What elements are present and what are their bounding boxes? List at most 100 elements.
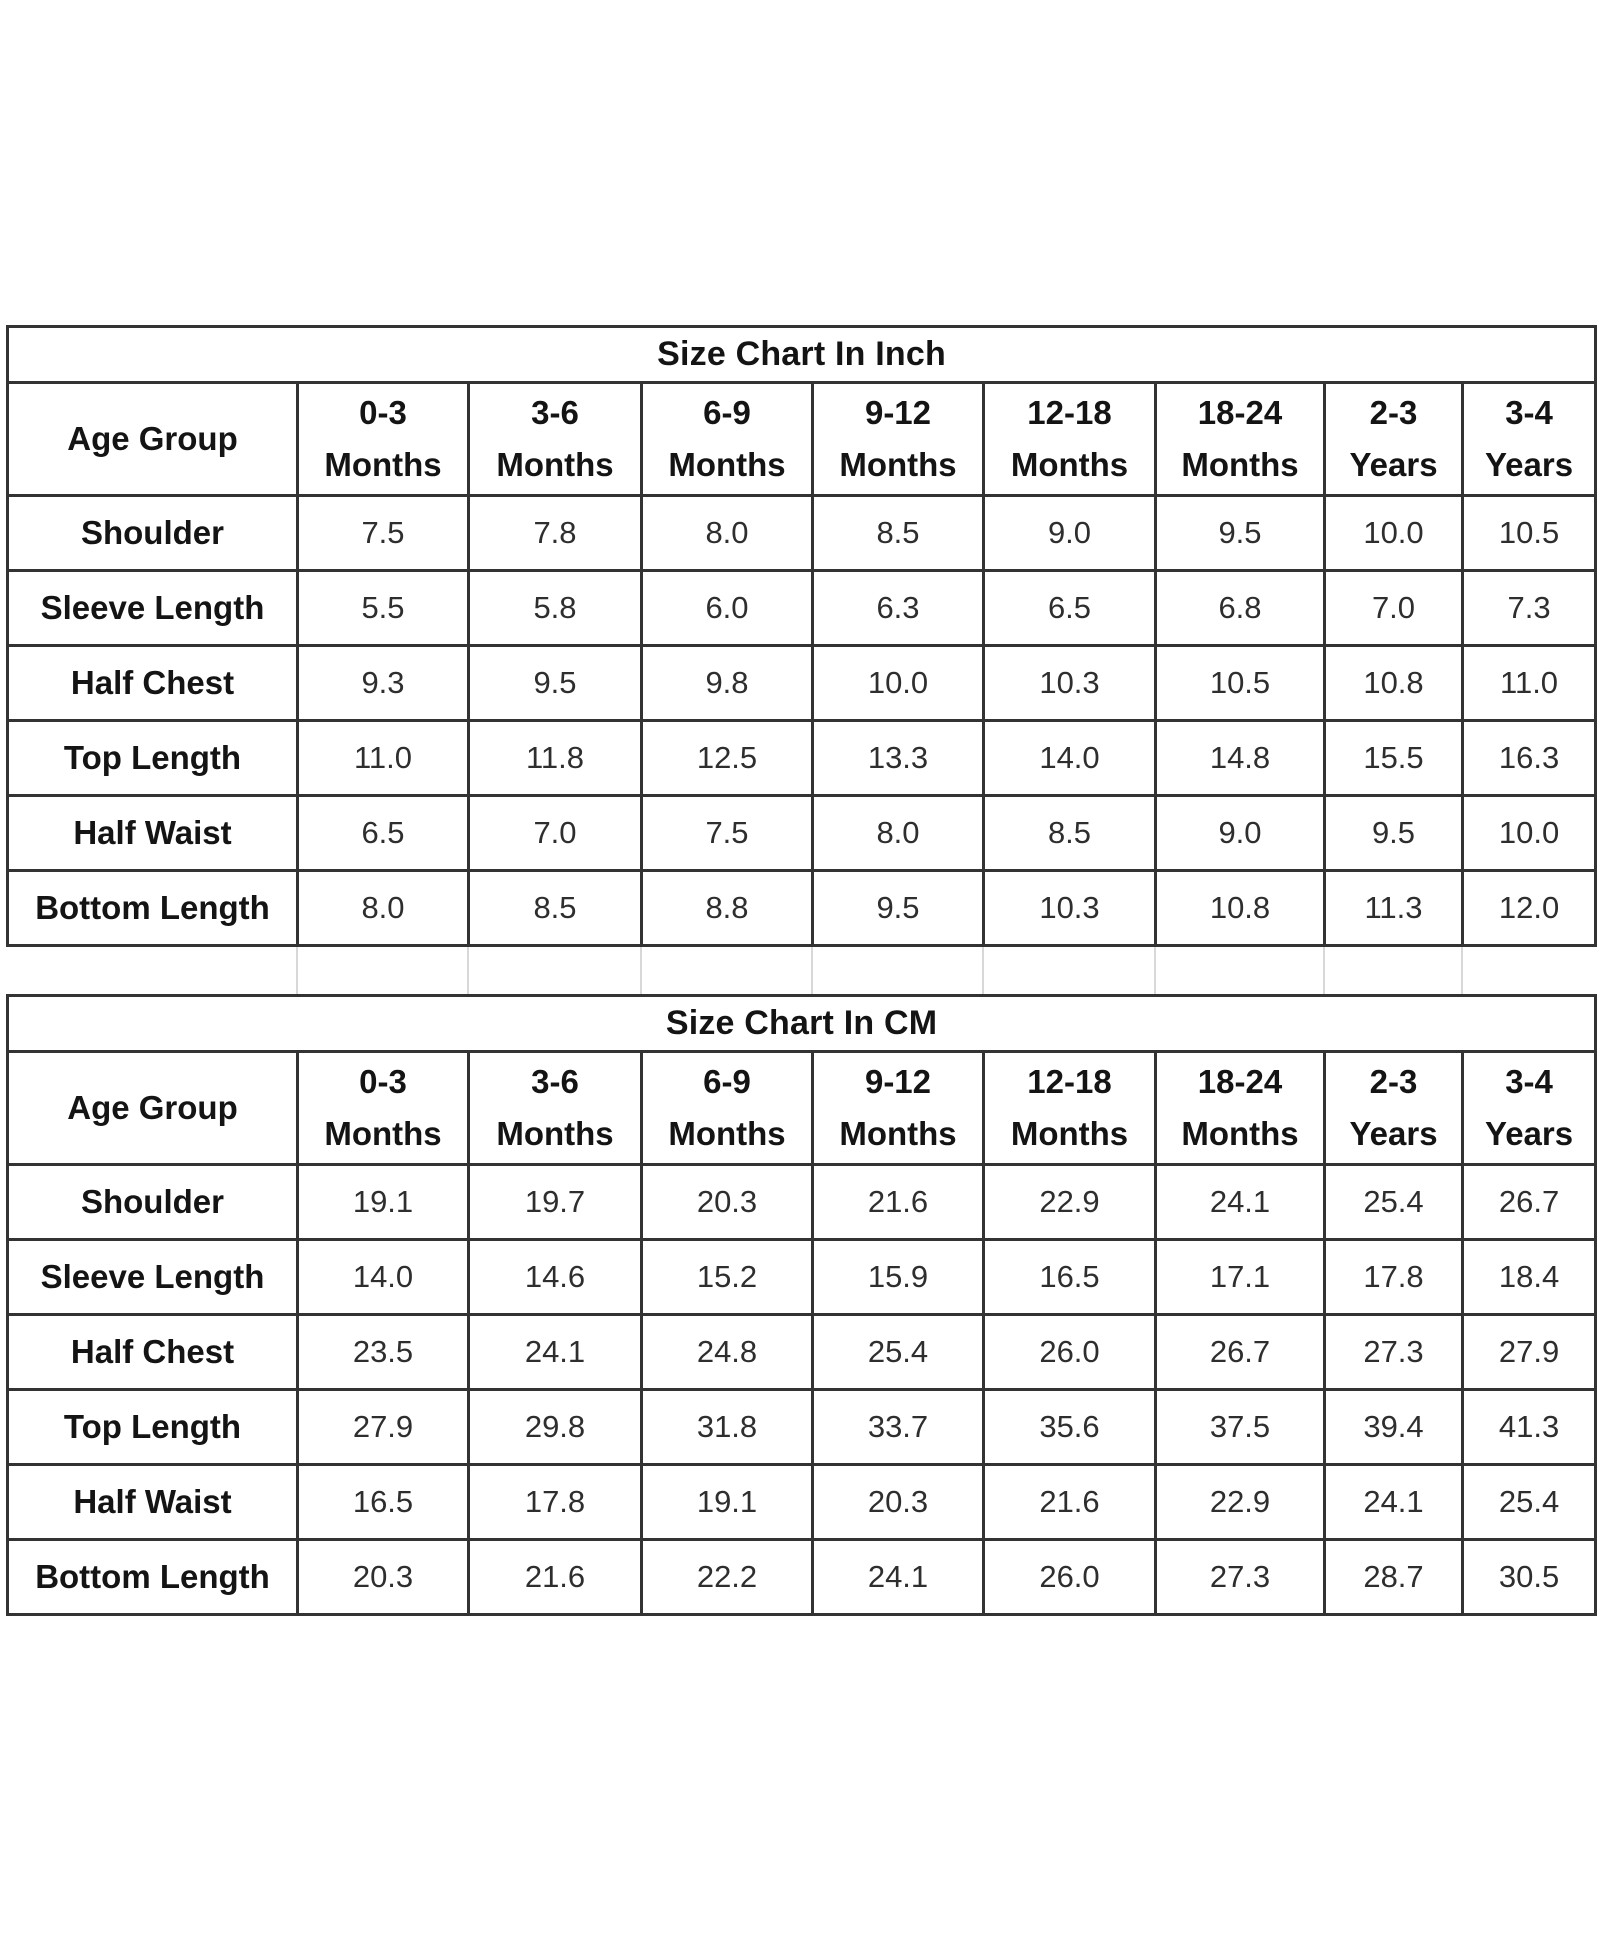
row-label: Half Chest: [6, 1313, 299, 1391]
value-cell: 14.8: [1154, 719, 1326, 797]
value-cell: 21.6: [811, 1163, 985, 1241]
age-group-header: Age Group: [6, 381, 299, 497]
value-cell: 24.1: [467, 1313, 643, 1391]
value-cell: 20.3: [296, 1538, 470, 1616]
row-label: Sleeve Length: [6, 1238, 299, 1316]
value-cell: 6.5: [296, 794, 470, 872]
value-cell: 25.4: [1460, 1463, 1598, 1541]
gap-cell: [640, 947, 811, 994]
table-row: Half Chest 23.5 24.1 24.8 25.4 26.0 26.7 27.3 27…: [6, 1313, 1598, 1391]
size-chart-inch-table: Size Chart In Inch Age Group 0-3 Months 3-6…: [5, 325, 1598, 947]
column-header-18-24: 18-24 Months: [1154, 1050, 1326, 1166]
value-cell: 14.6: [467, 1238, 643, 1316]
size-chart-cm-table: Size Chart In CM Age Group 0-3 Months 3-6 Mo…: [5, 994, 1598, 1616]
value-cell: 11.3: [1323, 869, 1464, 947]
value-cell: 12.0: [1460, 869, 1598, 947]
value-cell: 25.4: [811, 1313, 985, 1391]
value-cell: 10.0: [811, 644, 985, 722]
row-label: Half Waist: [6, 794, 299, 872]
value-cell: 14.0: [296, 1238, 470, 1316]
value-cell: 10.3: [982, 644, 1157, 722]
value-cell: 14.0: [982, 719, 1157, 797]
value-cell: 9.8: [640, 644, 814, 722]
table-gap: [6, 947, 1594, 994]
value-cell: 37.5: [1154, 1388, 1326, 1466]
gap-cell: [6, 947, 296, 994]
value-cell: 29.8: [467, 1388, 643, 1466]
value-cell: 10.5: [1154, 644, 1326, 722]
row-label: Bottom Length: [6, 1538, 299, 1616]
value-cell: 7.3: [1460, 569, 1598, 647]
column-header-2-3: 2-3 Years: [1323, 381, 1464, 497]
row-label: Shoulder: [6, 494, 299, 572]
value-cell: 8.0: [811, 794, 985, 872]
column-header-0-3: 0-3 Months: [296, 1050, 470, 1166]
value-cell: 11.8: [467, 719, 643, 797]
table-row: Sleeve Length 14.0 14.6 15.2 15.9 16.5 17.1 17.…: [6, 1238, 1598, 1316]
value-cell: 24.1: [1323, 1463, 1464, 1541]
value-cell: 27.9: [1460, 1313, 1598, 1391]
value-cell: 23.5: [296, 1313, 470, 1391]
column-header-6-9: 6-9 Months: [640, 1050, 814, 1166]
gap-cell: [296, 947, 467, 994]
column-header-12-18: 12-18 Months: [982, 381, 1157, 497]
row-label: Bottom Length: [6, 869, 299, 947]
value-cell: 24.1: [1154, 1163, 1326, 1241]
table-row: Top Length 27.9 29.8 31.8 33.7 35.6 37.5 39.4 41…: [6, 1388, 1598, 1466]
title-row: Size Chart In CM: [5, 994, 1598, 1053]
value-cell: 7.8: [467, 494, 643, 572]
column-header-12-18: 12-18 Months: [982, 1050, 1157, 1166]
value-cell: 19.7: [467, 1163, 643, 1241]
value-cell: 7.5: [296, 494, 470, 572]
value-cell: 27.9: [296, 1388, 470, 1466]
value-cell: 22.9: [982, 1163, 1157, 1241]
value-cell: 26.7: [1154, 1313, 1326, 1391]
value-cell: 19.1: [296, 1163, 470, 1241]
column-header-6-9: 6-9 Months: [640, 381, 814, 497]
table-title-inch: Size Chart In Inch: [5, 325, 1598, 384]
value-cell: 30.5: [1460, 1538, 1598, 1616]
value-cell: 20.3: [811, 1463, 985, 1541]
column-header-9-12: 9-12 Months: [811, 1050, 985, 1166]
value-cell: 27.3: [1154, 1538, 1326, 1616]
value-cell: 27.3: [1323, 1313, 1464, 1391]
column-header-3-4: 3-4 Years: [1460, 381, 1598, 497]
gap-cell: [811, 947, 982, 994]
value-cell: 8.8: [640, 869, 814, 947]
gap-cell: [467, 947, 640, 994]
value-cell: 9.5: [1323, 794, 1464, 872]
value-cell: 33.7: [811, 1388, 985, 1466]
value-cell: 5.8: [467, 569, 643, 647]
value-cell: 22.2: [640, 1538, 814, 1616]
row-label: Shoulder: [6, 1163, 299, 1241]
size-chart-sheet: Size Chart In Inch Age Group 0-3 Months 3-6…: [5, 325, 1598, 1616]
table-row: Shoulder 7.5 7.8 8.0 8.5 9.0 9.5 10.0 10.5: [6, 494, 1598, 572]
value-cell: 18.4: [1460, 1238, 1598, 1316]
value-cell: 25.4: [1323, 1163, 1464, 1241]
value-cell: 10.5: [1460, 494, 1598, 572]
value-cell: 24.1: [811, 1538, 985, 1616]
table-body: Shoulder 7.5 7.8 8.0 8.5 9.0 9.5 10.0 10.5 Sleeve…: [6, 494, 1598, 947]
row-label: Half Chest: [6, 644, 299, 722]
column-header-0-3: 0-3 Months: [296, 381, 470, 497]
value-cell: 7.0: [467, 794, 643, 872]
table-row: Half Chest 9.3 9.5 9.8 10.0 10.3 10.5 10.8 11.0: [6, 644, 1598, 722]
value-cell: 11.0: [1460, 644, 1598, 722]
value-cell: 22.9: [1154, 1463, 1326, 1541]
value-cell: 28.7: [1323, 1538, 1464, 1616]
value-cell: 26.0: [982, 1538, 1157, 1616]
table-row: Shoulder 19.1 19.7 20.3 21.6 22.9 24.1 25.4 26.7: [6, 1163, 1598, 1241]
value-cell: 15.2: [640, 1238, 814, 1316]
value-cell: 6.8: [1154, 569, 1326, 647]
table-row: Half Waist 6.5 7.0 7.5 8.0 8.5 9.0 9.5 10.0: [6, 794, 1598, 872]
value-cell: 7.0: [1323, 569, 1464, 647]
value-cell: 10.8: [1154, 869, 1326, 947]
value-cell: 17.1: [1154, 1238, 1326, 1316]
value-cell: 6.3: [811, 569, 985, 647]
value-cell: 9.5: [467, 644, 643, 722]
value-cell: 5.5: [296, 569, 470, 647]
value-cell: 8.5: [467, 869, 643, 947]
value-cell: 7.5: [640, 794, 814, 872]
value-cell: 41.3: [1460, 1388, 1598, 1466]
gap-cell: [1461, 947, 1594, 994]
